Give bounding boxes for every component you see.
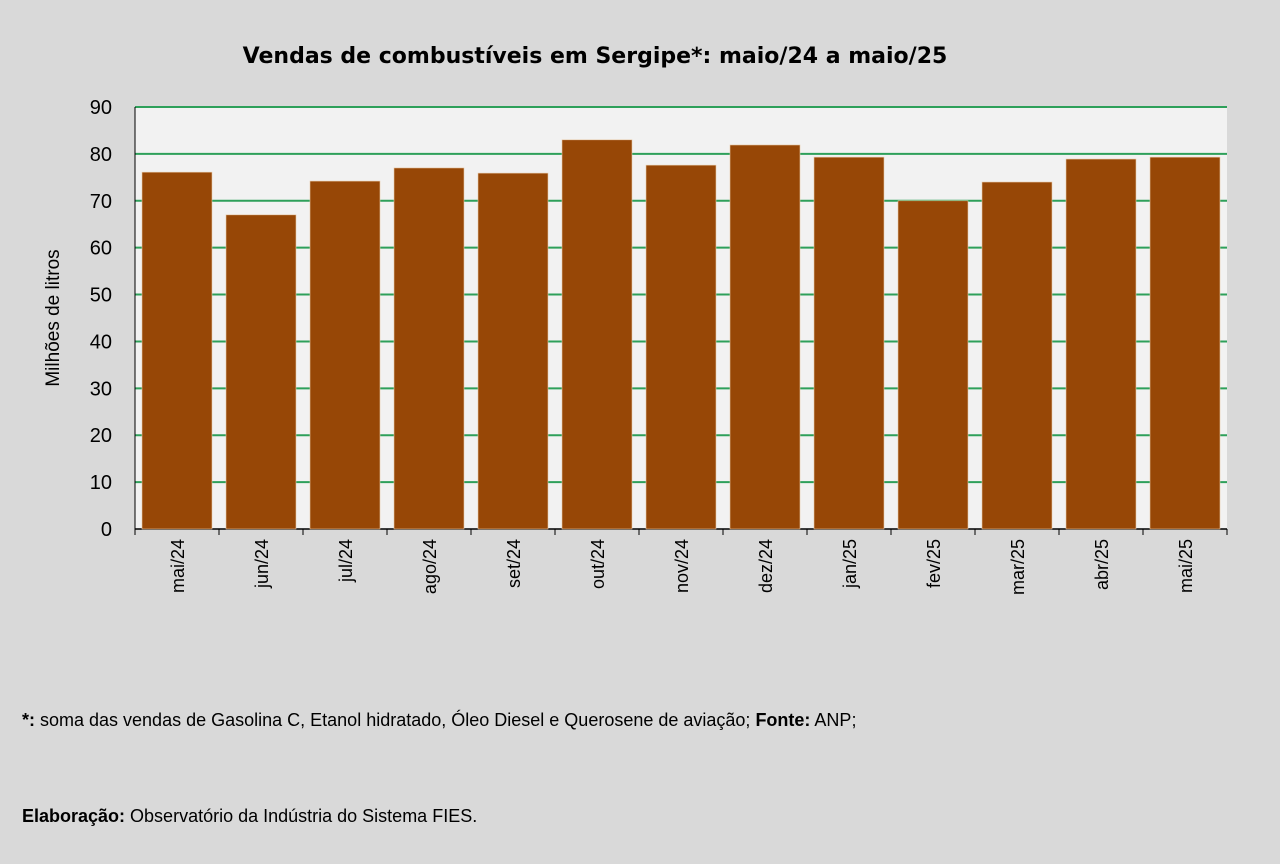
x-tick-label: fev/25 xyxy=(924,539,944,588)
chart-title: Vendas de combustíveis em Sergipe*: maio… xyxy=(242,44,948,69)
bar-ago-24 xyxy=(393,167,465,530)
bar-fev-25 xyxy=(897,200,969,530)
y-tick-label: 60 xyxy=(90,238,112,260)
x-tick-label: jan/25 xyxy=(840,539,860,589)
bar-abr-25 xyxy=(1065,158,1137,530)
footnote-marker: *: xyxy=(22,710,35,730)
y-tick-label: 90 xyxy=(90,97,112,119)
y-tick-label: 0 xyxy=(101,519,112,541)
x-tick-label: nov/24 xyxy=(672,539,692,593)
elaboration-text: Observatório da Indústria do Sistema FIE… xyxy=(125,806,478,826)
y-axis-label: Milhões de litros xyxy=(43,249,64,386)
bar-jan-25 xyxy=(813,156,885,530)
bar-jul-24 xyxy=(309,180,381,530)
bar-out-24 xyxy=(561,139,633,530)
x-tick-label: out/24 xyxy=(588,539,608,589)
y-tick-label: 70 xyxy=(90,191,112,213)
bar-mai-25 xyxy=(1149,156,1221,530)
x-tick-label: mar/25 xyxy=(1008,539,1028,595)
bar-dez-24 xyxy=(729,144,801,530)
x-tick-label: jun/24 xyxy=(252,539,272,589)
x-tick-label: set/24 xyxy=(504,539,524,588)
y-tick-label: 20 xyxy=(90,425,112,447)
x-tick-label: ago/24 xyxy=(420,539,440,594)
footnote-line-1: *: soma das vendas de Gasolina C, Etanol… xyxy=(22,704,856,736)
y-tick-label: 80 xyxy=(90,144,112,166)
x-tick-label: mai/25 xyxy=(1176,539,1196,593)
footnote-line-2: Elaboração: Observatório da Indústria do… xyxy=(22,800,856,832)
bar-mai-24 xyxy=(141,171,213,530)
footnote-text: soma das vendas de Gasolina C, Etanol hi… xyxy=(35,710,756,730)
y-tick-label: 10 xyxy=(90,472,112,494)
x-tick-label: mai/24 xyxy=(168,539,188,593)
bar-set-24 xyxy=(477,172,549,530)
source-label: Fonte: xyxy=(755,710,811,730)
y-tick-label: 30 xyxy=(90,378,112,400)
bar-jun-24 xyxy=(225,214,297,530)
bar-mar-25 xyxy=(981,181,1053,530)
elaboration-label: Elaboração: xyxy=(22,806,126,826)
bar-nov-24 xyxy=(645,164,717,530)
source-text: ANP; xyxy=(810,710,857,730)
bar-chart: 0 10 20 30 40 50 60 70 80 90 mai/24 jun/24 jul/24 ago… xyxy=(43,97,1228,595)
y-tick-label: 40 xyxy=(90,331,112,353)
y-tick-label: 50 xyxy=(90,285,112,307)
footnote: *: soma das vendas de Gasolina C, Etanol… xyxy=(22,640,856,864)
x-tick-label: dez/24 xyxy=(756,539,776,593)
x-tick-label: abr/25 xyxy=(1092,539,1112,590)
x-tick-label: jul/24 xyxy=(336,539,356,583)
